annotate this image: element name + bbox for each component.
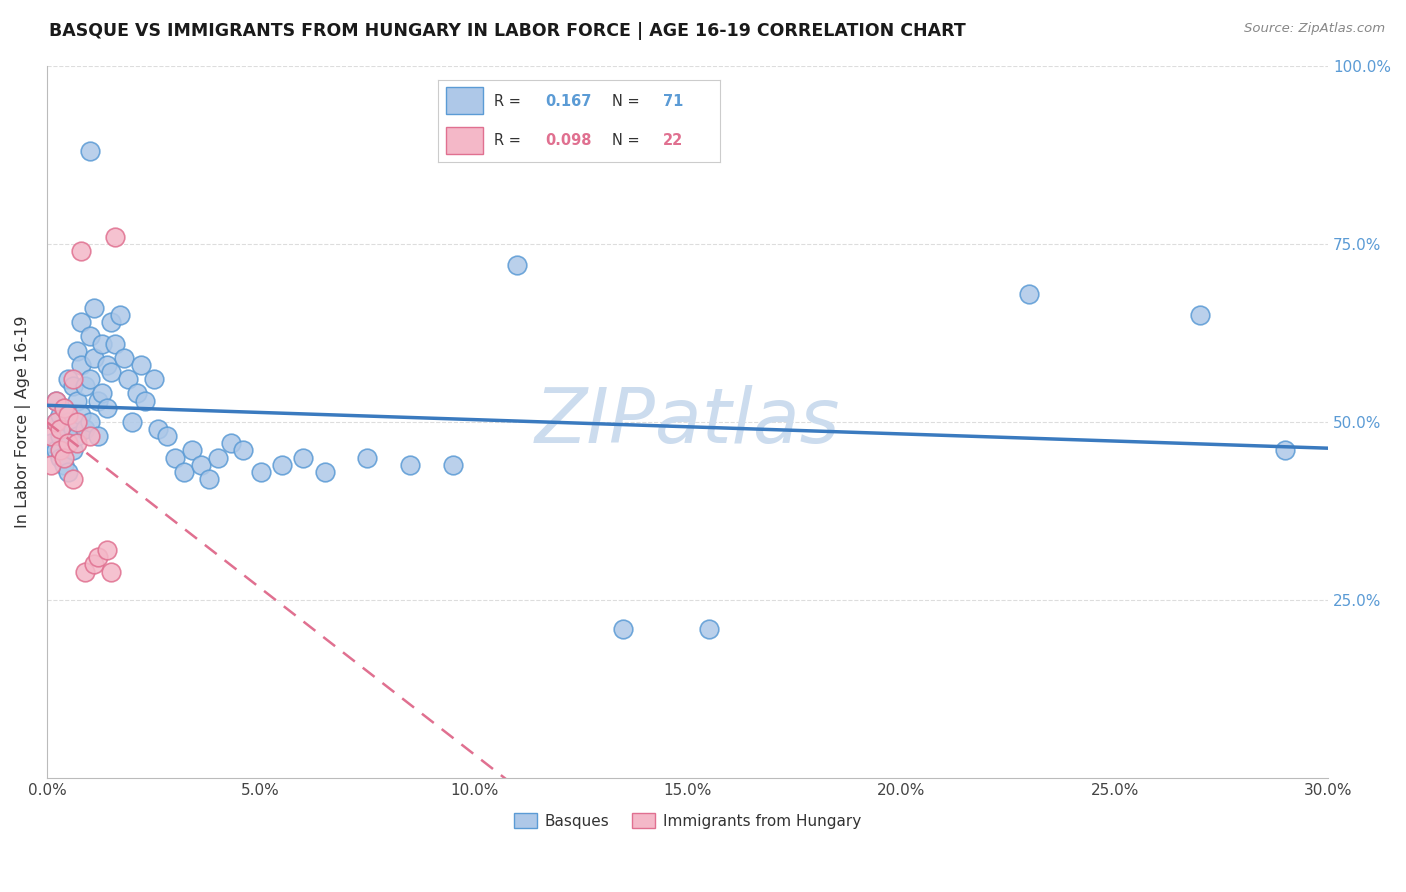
Point — [39, 429, 62, 443]
Text: ZIPatlas: ZIPatlas — [534, 385, 841, 458]
Point — [219, 436, 242, 450]
Point — [58, 408, 80, 422]
Point — [87, 429, 110, 443]
Point — [87, 393, 110, 408]
Legend: Basques, Immigrants from Hungary: Basques, Immigrants from Hungary — [508, 807, 868, 835]
Y-axis label: In Labor Force | Age 16-19: In Labor Force | Age 16-19 — [15, 316, 31, 528]
Point — [207, 450, 229, 465]
Point — [53, 401, 76, 415]
Point — [108, 308, 131, 322]
Point — [44, 415, 66, 429]
Point — [165, 450, 187, 465]
Point — [62, 472, 84, 486]
Point — [58, 436, 80, 450]
Point — [62, 372, 84, 386]
Point — [83, 351, 105, 365]
Point — [58, 415, 80, 429]
Point — [697, 622, 720, 636]
Point — [75, 565, 97, 579]
Point — [66, 393, 89, 408]
Point — [58, 465, 80, 479]
Point — [506, 258, 529, 272]
Point — [100, 365, 122, 379]
Point — [155, 429, 177, 443]
Point — [91, 386, 114, 401]
Point — [100, 315, 122, 329]
Point — [70, 315, 93, 329]
Point — [612, 622, 634, 636]
Point — [1018, 286, 1040, 301]
Point — [129, 358, 152, 372]
Point — [232, 443, 254, 458]
Point — [70, 358, 93, 372]
Point — [125, 386, 148, 401]
Point — [44, 393, 66, 408]
Point — [121, 415, 143, 429]
Point — [39, 458, 62, 472]
Point — [356, 450, 378, 465]
Point — [49, 450, 72, 465]
Point — [62, 422, 84, 436]
Point — [79, 144, 101, 158]
Point — [441, 458, 464, 472]
Point — [198, 472, 221, 486]
Point — [96, 358, 118, 372]
Point — [181, 443, 204, 458]
Point — [249, 465, 271, 479]
Point — [58, 372, 80, 386]
Point — [79, 372, 101, 386]
Point — [66, 429, 89, 443]
Point — [49, 429, 72, 443]
Point — [53, 450, 76, 465]
Point — [49, 408, 72, 422]
Point — [83, 301, 105, 315]
Point — [49, 443, 72, 458]
Point — [53, 401, 76, 415]
Text: BASQUE VS IMMIGRANTS FROM HUNGARY IN LABOR FORCE | AGE 16-19 CORRELATION CHART: BASQUE VS IMMIGRANTS FROM HUNGARY IN LAB… — [49, 22, 966, 40]
Point — [66, 415, 89, 429]
Point — [62, 379, 84, 393]
Point — [314, 465, 336, 479]
Point — [270, 458, 292, 472]
Point — [96, 401, 118, 415]
Point — [44, 415, 66, 429]
Point — [134, 393, 156, 408]
Point — [58, 436, 80, 450]
Point — [44, 393, 66, 408]
Point — [399, 458, 422, 472]
Point — [75, 379, 97, 393]
Point — [292, 450, 315, 465]
Point — [91, 336, 114, 351]
Point — [44, 443, 66, 458]
Point — [190, 458, 212, 472]
Point — [79, 429, 101, 443]
Point — [173, 465, 195, 479]
Point — [66, 343, 89, 358]
Point — [104, 336, 127, 351]
Point — [66, 436, 89, 450]
Point — [146, 422, 169, 436]
Point — [1189, 308, 1212, 322]
Point — [104, 229, 127, 244]
Point — [49, 422, 72, 436]
Point — [70, 408, 93, 422]
Point — [83, 558, 105, 572]
Point — [62, 443, 84, 458]
Point — [112, 351, 135, 365]
Point — [39, 436, 62, 450]
Point — [53, 422, 76, 436]
Point — [70, 244, 93, 258]
Point — [87, 550, 110, 565]
Point — [142, 372, 165, 386]
Point — [100, 565, 122, 579]
Point — [53, 458, 76, 472]
Point — [117, 372, 139, 386]
Text: Source: ZipAtlas.com: Source: ZipAtlas.com — [1244, 22, 1385, 36]
Point — [79, 415, 101, 429]
Point — [96, 543, 118, 558]
Point — [79, 329, 101, 343]
Point — [1274, 443, 1296, 458]
Point — [75, 422, 97, 436]
